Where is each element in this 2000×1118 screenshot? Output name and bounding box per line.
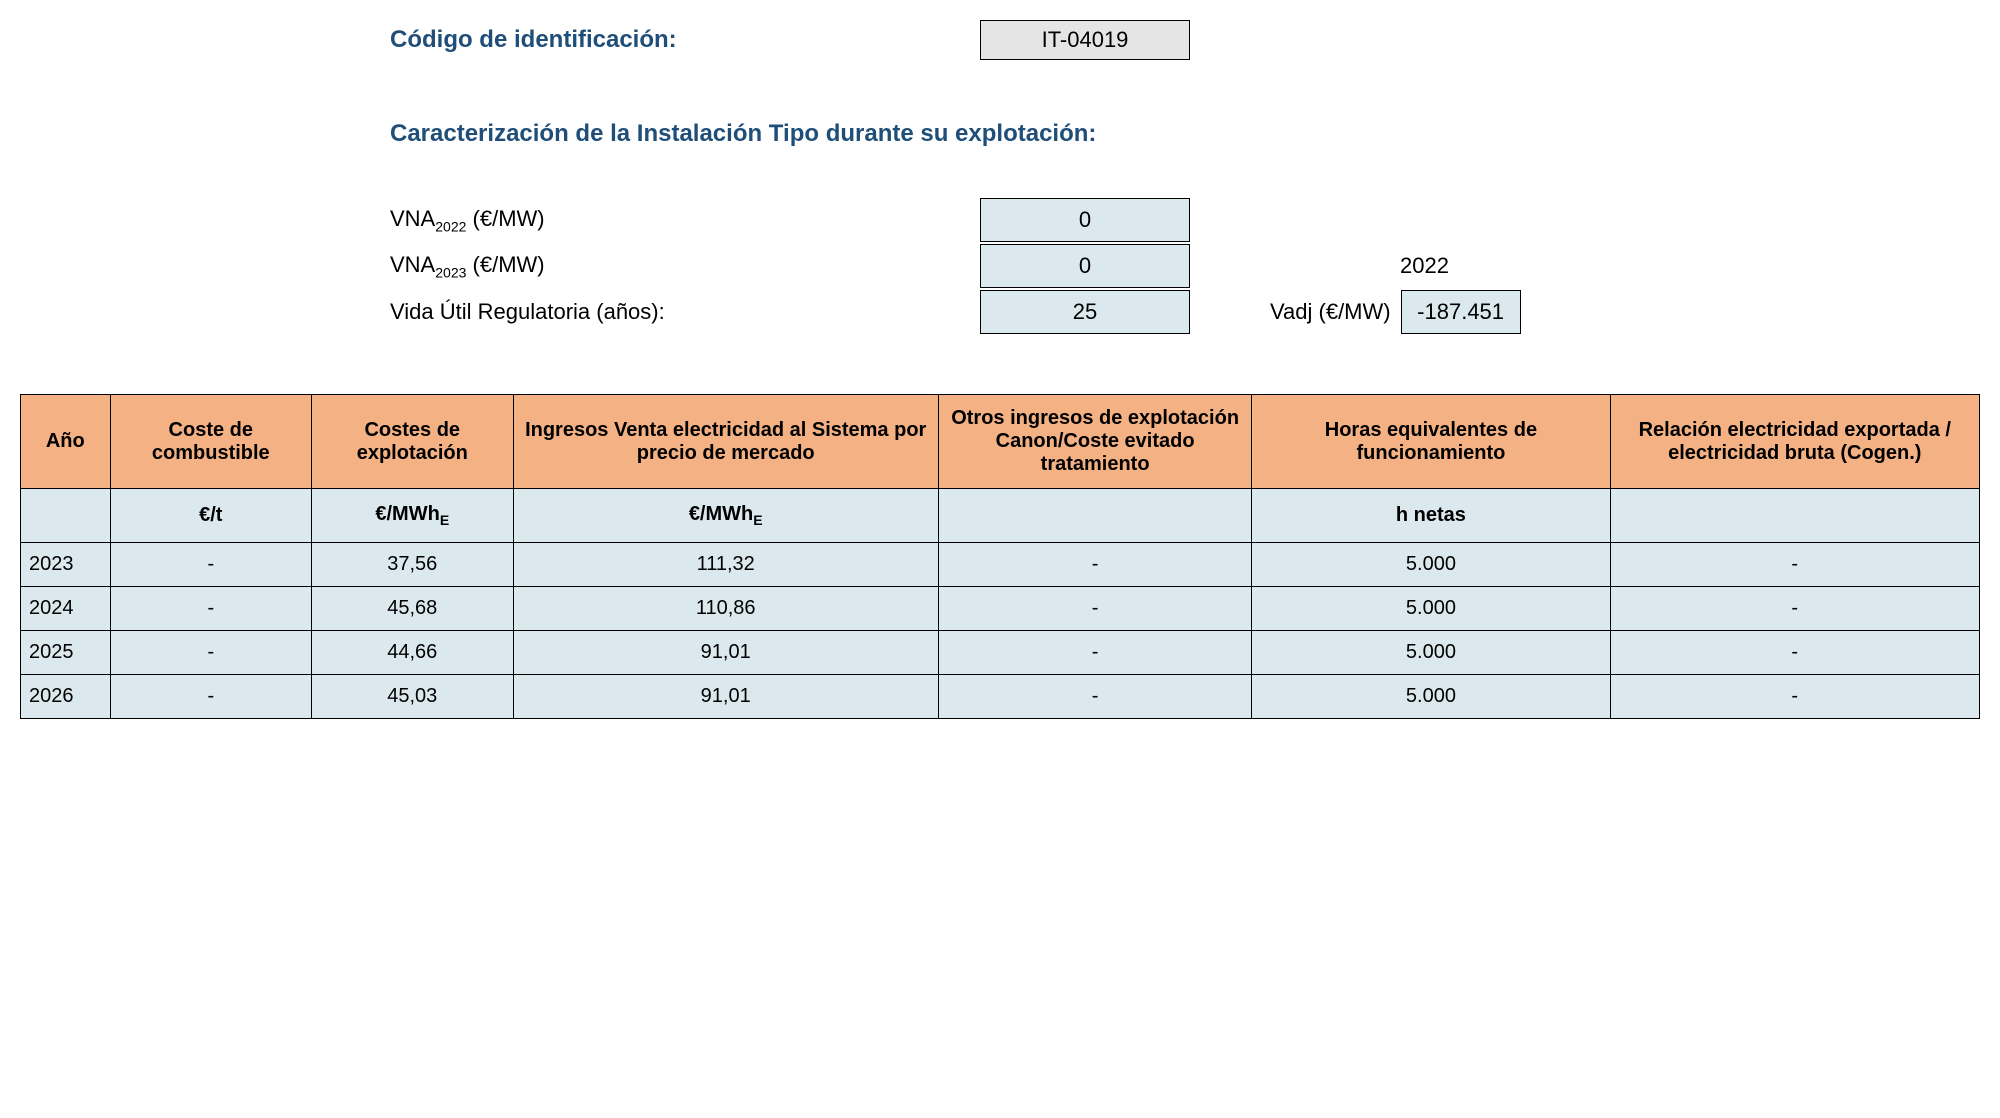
cell-relacion: - (1610, 543, 1979, 587)
vadj-value: -187.451 (1401, 290, 1521, 334)
cell-combustible: - (110, 631, 311, 675)
id-value-box: IT-04019 (980, 20, 1190, 60)
header-ano: Año (21, 395, 111, 489)
cell-horas: 5.000 (1252, 543, 1610, 587)
cell-relacion: - (1610, 587, 1979, 631)
vna2022-value: 0 (980, 198, 1190, 242)
cell-combustible: - (110, 543, 311, 587)
header-explotacion: Costes de explotación (312, 395, 513, 489)
vida-util-value: 25 (980, 290, 1190, 334)
cell-explotacion: 37,56 (312, 543, 513, 587)
unit-explotacion: €/MWhE (312, 489, 513, 543)
table-body: €/t €/MWhE €/MWhE h netas 2023-37,56111,… (21, 489, 1980, 719)
cell-explotacion: 44,66 (312, 631, 513, 675)
vadj-label: Vadj (€/MW) (1270, 299, 1391, 325)
cell-ano: 2026 (21, 675, 111, 719)
header-relacion: Relación electricidad exportada / electr… (1610, 395, 1979, 489)
table-header-row: Año Coste de combustible Costes de explo… (21, 395, 1980, 489)
cell-ingresos: 91,01 (513, 675, 938, 719)
vida-util-label: Vida Útil Regulatoria (años): (390, 299, 980, 325)
unit-horas: h netas (1252, 489, 1610, 543)
unit-otros (938, 489, 1251, 543)
unit-ingresos: €/MWhE (513, 489, 938, 543)
vna2023-row: VNA2023 (€/MW) 0 2022 (390, 244, 1980, 288)
cell-ano: 2025 (21, 631, 111, 675)
cell-ingresos: 91,01 (513, 631, 938, 675)
unit-ano (21, 489, 111, 543)
cell-explotacion: 45,03 (312, 675, 513, 719)
cell-combustible: - (110, 675, 311, 719)
table-row: 2024-45,68110,86-5.000- (21, 587, 1980, 631)
cell-horas: 5.000 (1252, 587, 1610, 631)
data-table: Año Coste de combustible Costes de explo… (20, 394, 1980, 719)
id-label: Código de identificación: (390, 26, 980, 54)
identification-row: Código de identificación: IT-04019 (390, 20, 1980, 60)
cell-horas: 5.000 (1252, 675, 1610, 719)
vna2023-label: VNA2023 (€/MW) (390, 252, 980, 280)
cell-ingresos: 111,32 (513, 543, 938, 587)
cell-otros: - (938, 587, 1251, 631)
vna2023-value: 0 (980, 244, 1190, 288)
cell-ano: 2023 (21, 543, 111, 587)
header-combustible: Coste de combustible (110, 395, 311, 489)
cell-relacion: - (1610, 675, 1979, 719)
table-row: 2026-45,0391,01-5.000- (21, 675, 1980, 719)
vida-util-row: Vida Útil Regulatoria (años): 25 Vadj (€… (390, 290, 1980, 334)
units-row: €/t €/MWhE €/MWhE h netas (21, 489, 1980, 543)
cell-otros: - (938, 675, 1251, 719)
table-row: 2023-37,56111,32-5.000- (21, 543, 1980, 587)
cell-combustible: - (110, 587, 311, 631)
cell-relacion: - (1610, 631, 1979, 675)
header-horas: Horas equivalentes de funcionamiento (1252, 395, 1610, 489)
section-title: Caracterización de la Instalación Tipo d… (390, 120, 1980, 148)
year-reference: 2022 (1400, 253, 1449, 279)
cell-horas: 5.000 (1252, 631, 1610, 675)
cell-otros: - (938, 543, 1251, 587)
unit-combustible: €/t (110, 489, 311, 543)
cell-otros: - (938, 631, 1251, 675)
vna2022-label: VNA2022 (€/MW) (390, 206, 980, 234)
cell-ano: 2024 (21, 587, 111, 631)
header-ingresos: Ingresos Venta electricidad al Sistema p… (513, 395, 938, 489)
header-otros: Otros ingresos de explotación Canon/Cost… (938, 395, 1251, 489)
vna2022-row: VNA2022 (€/MW) 0 (390, 198, 1980, 242)
cell-ingresos: 110,86 (513, 587, 938, 631)
cell-explotacion: 45,68 (312, 587, 513, 631)
table-row: 2025-44,6691,01-5.000- (21, 631, 1980, 675)
unit-relacion (1610, 489, 1979, 543)
